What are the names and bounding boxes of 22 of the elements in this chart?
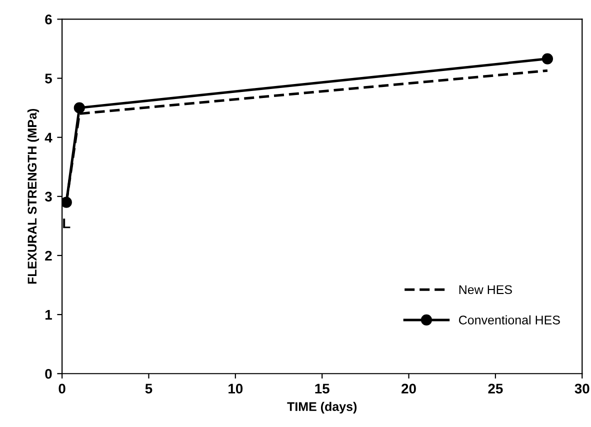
y-tick-label: 3 [44,192,52,202]
point [74,102,85,114]
y-axis-title: FLEXURAL STRENGTH (MPa) [27,108,40,284]
y-tick-label: 0 [45,368,52,379]
x-tick-label: 20 [402,384,416,394]
x-tick-label: 0 [58,384,66,394]
y-tick-label: 1 [45,310,52,320]
y-tick-label: 6 [45,14,52,24]
point [62,196,72,208]
y-tick-label: 4 [44,132,52,142]
x-tick-label: 15 [315,384,330,394]
x-tick-label: 30 [574,384,590,394]
legend-label: New HES [459,285,512,294]
y-tick-label: 5 [45,74,52,84]
x-tick-label: 25 [488,384,503,394]
annotation: L [63,218,70,228]
x-tick-label: 10 [228,384,243,394]
y-tick-label: 2 [45,250,52,261]
x-tick-label: 5 [145,384,152,394]
x-axis-title: TIME (days) [287,402,357,414]
legend-label: Conventional HES [458,315,560,324]
point [542,53,554,64]
